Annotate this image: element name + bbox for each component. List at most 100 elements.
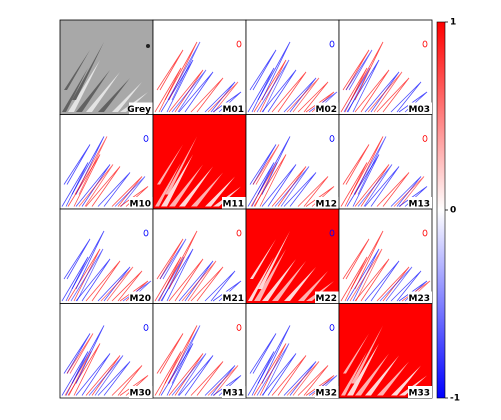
streak (156, 49, 184, 91)
streak (342, 238, 370, 280)
streak (261, 353, 297, 396)
streak (354, 258, 390, 302)
streak (256, 343, 290, 396)
label-bg (408, 102, 432, 115)
panel: M22 (245, 208, 340, 304)
streak (354, 164, 390, 207)
streak (364, 166, 400, 207)
panel-image (153, 114, 246, 209)
label-bg (222, 102, 246, 115)
panel-label: M31 (223, 389, 244, 399)
streak (64, 50, 90, 90)
streak (204, 365, 236, 396)
streak (376, 172, 410, 207)
streak (111, 176, 143, 207)
label-bg (315, 291, 339, 304)
panel-bg (339, 209, 432, 304)
panel: M32 (245, 303, 340, 399)
streak (341, 351, 367, 396)
panel-label: M10 (130, 200, 151, 210)
streak (390, 176, 422, 207)
panel-image (339, 209, 432, 304)
panel-image (339, 20, 432, 115)
streak (78, 164, 114, 207)
panel-bg (246, 209, 339, 304)
panel: M23 (338, 208, 433, 304)
spot (329, 135, 335, 142)
panel-image (60, 114, 153, 209)
streak (72, 42, 104, 100)
panel: M33 (338, 303, 433, 399)
panel-image (246, 209, 339, 304)
streak (157, 144, 183, 185)
streak (393, 176, 425, 207)
streak (377, 361, 409, 396)
panel-label: M11 (223, 200, 244, 210)
streak (350, 41, 384, 101)
spot (422, 40, 428, 48)
streak (178, 260, 214, 302)
streak (353, 136, 387, 195)
panel-label: M20 (130, 294, 151, 304)
streak (249, 333, 277, 374)
streak (100, 266, 134, 302)
panel-label: M01 (223, 105, 244, 115)
panel-label: M32 (316, 389, 337, 399)
streak (355, 353, 389, 396)
streak (350, 230, 384, 290)
streak (62, 68, 88, 112)
streak (85, 355, 121, 396)
streak (98, 78, 130, 112)
streak (252, 144, 280, 185)
streak (71, 230, 105, 290)
spot (422, 229, 428, 237)
streak (249, 144, 277, 185)
streak (120, 92, 148, 112)
panel-image (60, 209, 153, 304)
spot (236, 135, 242, 142)
label-bg (315, 102, 339, 115)
streak (97, 266, 131, 302)
colorbar-tick-label: 0 (450, 206, 456, 216)
streak (75, 353, 111, 396)
streak (191, 172, 223, 207)
streak (365, 355, 399, 396)
streak (71, 325, 105, 384)
streak (390, 270, 422, 302)
panel-label: M33 (409, 389, 430, 399)
streak (97, 172, 131, 207)
spot (236, 40, 242, 48)
streak (248, 257, 274, 301)
streak (167, 325, 201, 384)
streak (179, 166, 213, 207)
streak (367, 71, 403, 113)
panel-label: M21 (223, 294, 244, 304)
panel-label: M03 (409, 105, 430, 115)
spot (329, 229, 335, 237)
streak (399, 375, 427, 396)
streak (250, 239, 276, 279)
streak (379, 266, 413, 302)
panel-border (338, 303, 433, 399)
streak (190, 361, 224, 396)
streak (297, 365, 329, 396)
streak (63, 333, 91, 374)
label-bg (129, 102, 153, 115)
streak (306, 281, 334, 301)
streak (85, 166, 121, 207)
label-bg (315, 386, 339, 398)
streak (271, 166, 307, 207)
streak (271, 355, 307, 396)
streak (364, 260, 400, 302)
panel: M10 (59, 114, 154, 210)
panel-bg (60, 20, 153, 115)
panel: M21 (152, 208, 247, 304)
streak (85, 260, 121, 302)
streak (274, 166, 310, 207)
panel-label: M13 (409, 200, 430, 210)
streak (351, 325, 383, 384)
panel: M03 (338, 19, 433, 115)
streak (168, 69, 204, 113)
streak (159, 238, 187, 280)
